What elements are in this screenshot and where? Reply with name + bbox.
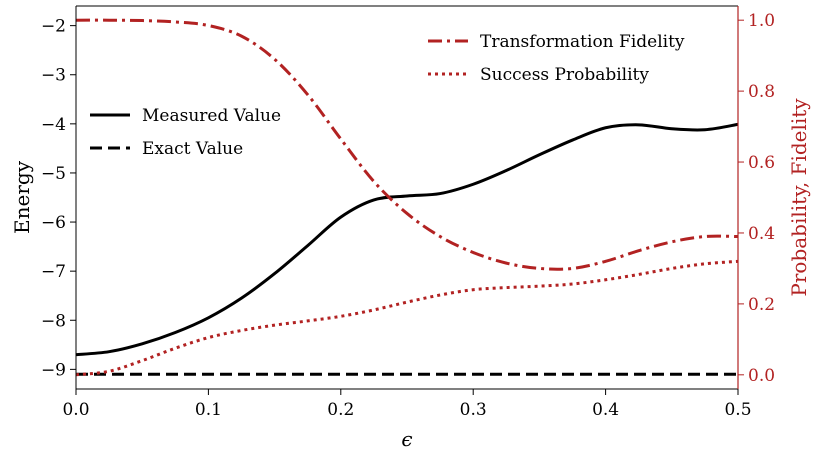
y-right-tick-label: 0.2 [748,295,775,315]
y-left-tick-label: −2 [41,17,66,37]
y-left-tick-label: −8 [41,311,66,331]
x-tick-label: 0.5 [724,400,751,420]
y-left-tick-label: −7 [41,262,66,282]
y-right-tick-label: 1.0 [748,11,775,31]
legend-label: Success Probability [480,65,649,85]
x-tick-label: 0.2 [327,400,354,420]
y-right-tick-label: 0.6 [748,153,775,173]
legend-label: Exact Value [142,139,243,159]
x-tick-label: 0.1 [195,400,222,420]
x-tick-label: 0.4 [592,400,619,420]
y-right-tick-label: 0.4 [748,224,775,244]
x-axis-title: ϵ [401,427,412,451]
axes-layer: 0.0 0.1 0.2 0.3 0.4 0.5 −9 −8 −7 −6 −5 −4 −3 −2 0.0 0.2… [10,5,811,451]
y-left-tick-label: −3 [41,66,66,86]
y-left-tick-label: −9 [41,360,66,380]
y-right-tick-label: 0.0 [748,366,775,386]
legend-layer: Measured Value Exact Value Transformation … [90,32,685,159]
legend-label: Measured Value [142,106,281,126]
series-layer [75,18,739,377]
series-line-transformation-fidelity [75,18,739,271]
y-left-tick-label: −5 [41,164,66,184]
y-left-tick-label: −4 [41,115,66,135]
y-right-axis-title: Probability, Fidelity [787,98,811,297]
x-tick-label: 0.3 [460,400,487,420]
y-left-axis-title: Energy [10,160,34,234]
series-line-measured-value [75,122,739,357]
y-right-tick-label: 0.8 [748,82,775,102]
series-line-success-probability [75,259,739,377]
legend-label: Transformation Fidelity [480,32,685,52]
x-tick-label: 0.0 [62,400,89,420]
y-left-tick-label: −6 [41,213,66,233]
